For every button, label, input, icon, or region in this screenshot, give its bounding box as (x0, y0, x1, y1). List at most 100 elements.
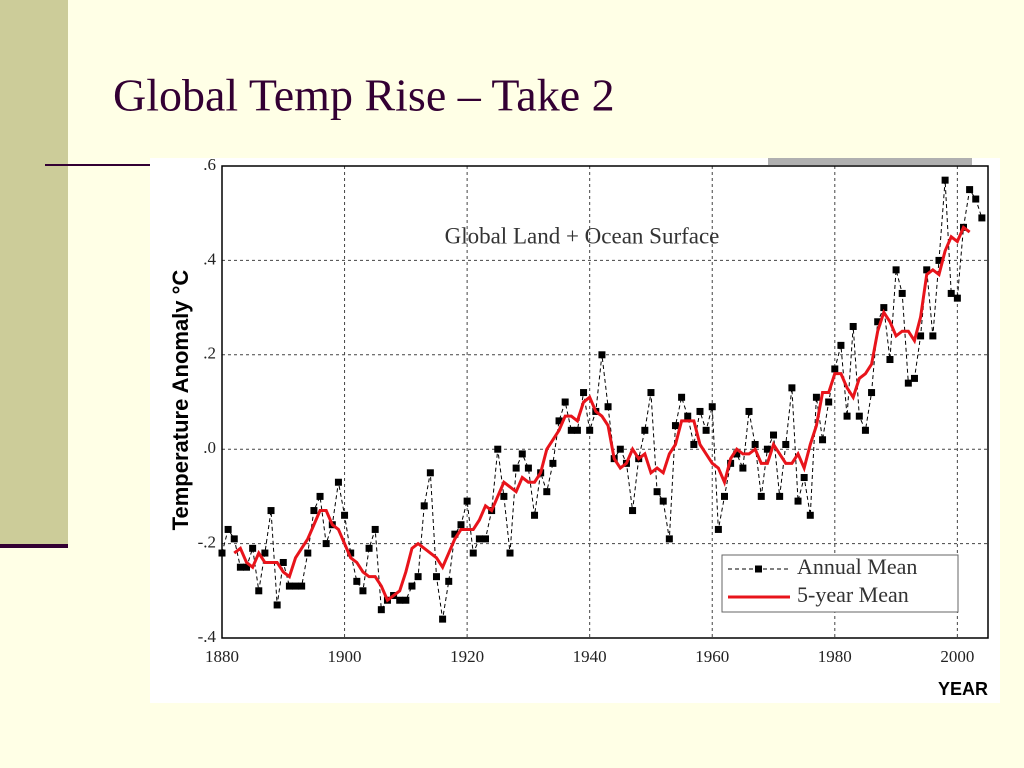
data-point (353, 577, 361, 585)
data-point (935, 256, 943, 264)
data-point (524, 464, 532, 472)
data-point (616, 445, 624, 453)
data-point (910, 374, 918, 382)
data-point (273, 601, 281, 609)
data-point (972, 195, 980, 203)
data-point (304, 549, 312, 557)
data-point (745, 407, 753, 415)
data-point (647, 389, 655, 397)
data-point (531, 511, 539, 519)
x-tick-label: 1980 (818, 647, 852, 666)
data-point (947, 289, 955, 297)
data-point (469, 549, 477, 557)
data-point (261, 549, 269, 557)
x-axis-label: YEAR (938, 679, 988, 699)
data-point (898, 289, 906, 297)
data-point (819, 436, 827, 444)
data-point (347, 549, 355, 557)
x-tick-label: 2000 (940, 647, 974, 666)
data-point (714, 525, 722, 533)
data-point (451, 530, 459, 538)
data-point (757, 492, 765, 500)
data-point (684, 412, 692, 420)
data-point (849, 322, 857, 330)
data-point (267, 507, 275, 515)
data-point (641, 426, 649, 434)
data-point (482, 535, 490, 543)
data-point (941, 176, 949, 184)
data-point (653, 488, 661, 496)
data-point (886, 356, 894, 364)
chart: -.4 -.2 .0 .2 .4 .6 1880 1900 1920 1940 1960 1980 20… (168, 155, 989, 699)
data-point (696, 407, 704, 415)
x-tick-label: 1880 (205, 647, 239, 666)
data-point (506, 549, 514, 557)
data-point (598, 351, 606, 359)
data-point (837, 341, 845, 349)
data-point (549, 459, 557, 467)
data-point (341, 511, 349, 519)
data-point (255, 587, 263, 595)
legend-box (721, 554, 959, 613)
data-point (580, 389, 588, 397)
x-tick-label: 1920 (450, 647, 484, 666)
data-point (518, 450, 526, 458)
data-point (445, 577, 453, 585)
data-point (794, 497, 802, 505)
data-point (770, 431, 778, 439)
data-point (279, 558, 287, 566)
data-point (788, 384, 796, 392)
data-point (322, 540, 330, 548)
data-point (659, 497, 667, 505)
data-point (806, 511, 814, 519)
data-point (224, 525, 232, 533)
data-point (218, 549, 226, 557)
data-point (316, 492, 324, 500)
data-point (432, 573, 440, 581)
data-point (690, 440, 698, 448)
data-point (555, 417, 563, 425)
side-band (0, 0, 68, 545)
data-point (298, 582, 306, 590)
data-point (439, 615, 447, 623)
data-point (604, 403, 612, 411)
data-point (371, 525, 379, 533)
data-point (868, 389, 876, 397)
data-point (800, 474, 808, 482)
data-point (861, 426, 869, 434)
data-point (751, 440, 759, 448)
data-point (702, 426, 710, 434)
data-point (243, 563, 251, 571)
data-point (904, 379, 912, 387)
y-tick-label: -.2 (198, 533, 216, 552)
plot-frame (221, 165, 989, 639)
data-point (420, 502, 428, 510)
data-point (408, 582, 416, 590)
chart-title: Global Land + Ocean Surface (445, 223, 720, 248)
data-point (402, 596, 410, 604)
data-point (708, 403, 716, 411)
series-line (233, 224, 971, 603)
legend-label: Annual Mean (797, 554, 917, 579)
data-point (880, 304, 888, 312)
data-point (359, 587, 367, 595)
data-point (855, 412, 863, 420)
data-point (917, 332, 925, 340)
data-point (782, 440, 790, 448)
legend-marker (755, 565, 762, 573)
data-point (720, 492, 728, 500)
y-tick-label: .0 (203, 438, 216, 457)
data-point (463, 497, 471, 505)
data-point (629, 507, 637, 515)
slide-title: Global Temp Rise – Take 2 (113, 70, 615, 121)
data-point (665, 535, 673, 543)
data-point (953, 294, 961, 302)
data-point (396, 596, 404, 604)
y-tick-label: .6 (203, 155, 216, 174)
y-tick-label: .2 (203, 344, 216, 363)
data-point (678, 393, 686, 401)
data-point (825, 398, 833, 406)
data-point (874, 318, 882, 326)
